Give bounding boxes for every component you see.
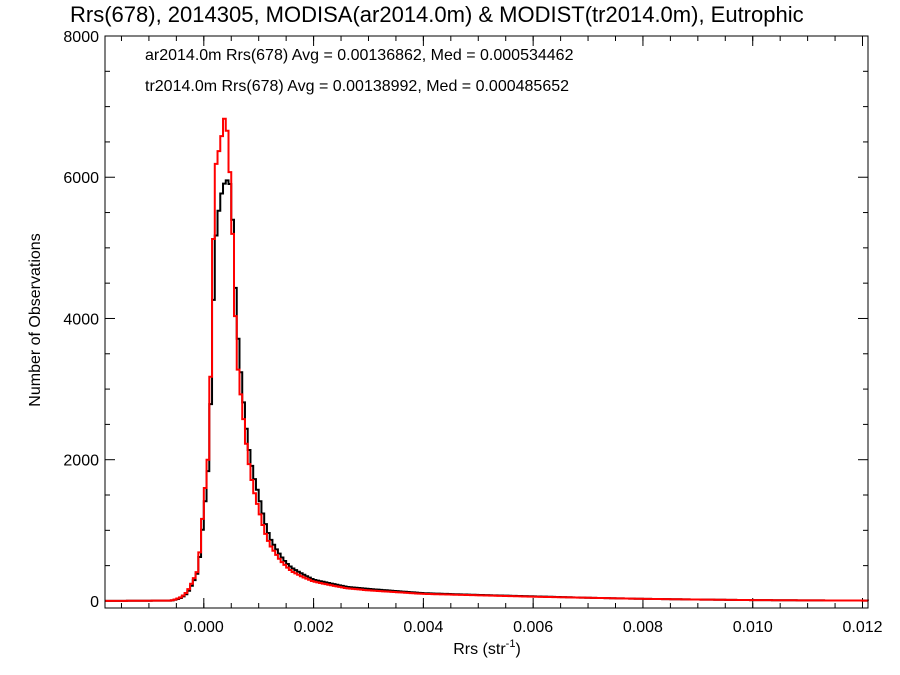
x-tick-label: 0.006 bbox=[513, 619, 553, 636]
series-line-tr2014 bbox=[105, 117, 869, 602]
y-tick-label: 2000 bbox=[63, 453, 99, 470]
y-axis-label: Number of Observations bbox=[27, 233, 44, 406]
y-tick-label: 8000 bbox=[63, 29, 99, 46]
x-tick-label: 0.008 bbox=[623, 619, 663, 636]
x-tick-label: 0.004 bbox=[403, 619, 443, 636]
y-axis-ticks: 0 2000 4000 6000 8000 bbox=[63, 29, 868, 611]
y-tick-label: 0 bbox=[90, 594, 99, 611]
x-axis-ticks: 0.000 0.002 0.004 0.006 0.008 0.010 0.012 bbox=[120, 36, 883, 636]
x-axis-label-main: Rrs (str bbox=[453, 641, 506, 658]
x-tick-label: 0.000 bbox=[184, 619, 224, 636]
plot-frame bbox=[104, 35, 869, 609]
y-tick-label: 4000 bbox=[63, 311, 99, 328]
legend-entry-ar2014: ar2014.0m Rrs(678) Avg = 0.00136862, Med… bbox=[145, 47, 574, 64]
legend-entry-tr2014: tr2014.0m Rrs(678) Avg = 0.00138992, Med… bbox=[145, 78, 569, 95]
x-axis-label-superscript: -1 bbox=[506, 638, 516, 650]
x-axis-label-close: ) bbox=[515, 641, 520, 658]
x-tick-label: 0.010 bbox=[733, 619, 773, 636]
chart-title: Rrs(678), 2014305, MODISA(ar2014.0m) & M… bbox=[70, 2, 804, 27]
x-tick-label: 0.002 bbox=[294, 619, 334, 636]
x-axis-label: Rrs (str-1) bbox=[453, 638, 521, 658]
x-tick-label: 0.012 bbox=[842, 619, 882, 636]
series-line-ar2014 bbox=[105, 179, 869, 602]
y-tick-label: 6000 bbox=[63, 170, 99, 187]
